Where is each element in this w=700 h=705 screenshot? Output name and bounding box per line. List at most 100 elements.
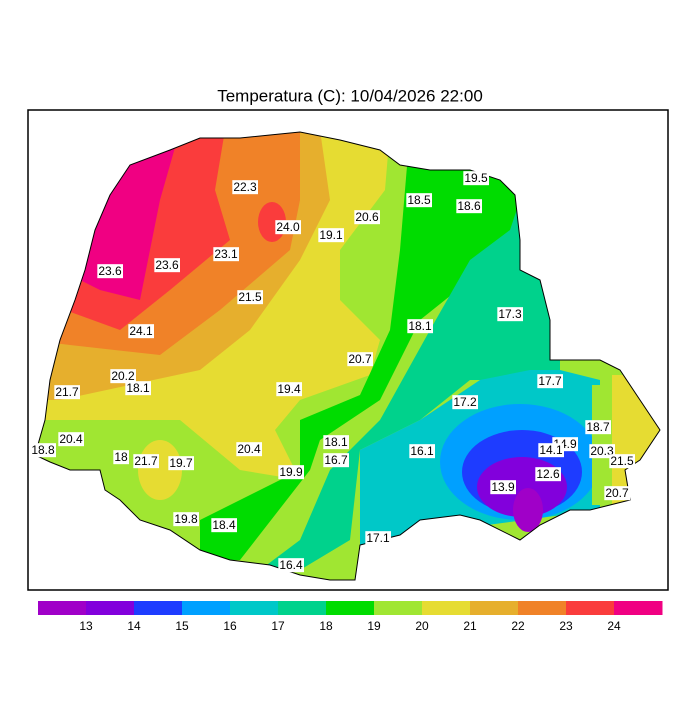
colorbar-swatch <box>566 601 615 615</box>
colorbar-swatch <box>374 601 423 615</box>
label-bg <box>585 420 612 435</box>
station-value: 20.7 <box>605 486 629 500</box>
station-value: 16.4 <box>279 558 303 572</box>
colorbar-tick-label: 20 <box>415 619 429 633</box>
label-bg <box>463 171 490 186</box>
station-value: 19.7 <box>169 456 193 470</box>
label-bg <box>278 465 305 480</box>
colorbar: 13 14 15 16 17 18 19 20 21 22 23 24 <box>38 601 663 633</box>
label-bg <box>535 467 562 482</box>
station-value: 19.4 <box>277 382 301 396</box>
colorbar-tick-label: 17 <box>271 619 285 633</box>
contour-fills <box>35 132 660 580</box>
colorbar-swatch <box>134 601 183 615</box>
label-bg <box>30 443 57 458</box>
colorbar-swatch <box>230 601 279 615</box>
station-value: 17.1 <box>366 531 390 545</box>
label-bg <box>237 290 264 305</box>
station-value: 20.4 <box>59 432 83 446</box>
label-bg <box>125 381 152 396</box>
station-labels: 22.3 24.0 20.6 19.1 18.5 18.6 19.5 23.1 23.6 23.6… <box>30 171 636 573</box>
colorbar-swatch <box>326 601 375 615</box>
station-value: 21.5 <box>238 290 262 304</box>
label-bg <box>168 456 195 471</box>
station-value: 24.1 <box>129 324 153 338</box>
label-bg <box>609 454 636 469</box>
label-bg <box>275 220 302 235</box>
station-value: 18.6 <box>457 199 481 213</box>
station-value: 23.1 <box>214 247 238 261</box>
colorbar-swatch <box>38 601 87 615</box>
station-value: 18.4 <box>212 518 236 532</box>
colorbar-swatch <box>614 601 663 615</box>
colorbar-tick-label: 24 <box>607 619 621 633</box>
label-bg <box>128 324 155 339</box>
label-bg <box>154 258 181 273</box>
station-value: 17.2 <box>453 395 477 409</box>
label-bg <box>113 450 129 465</box>
colorbar-tick-label: 19 <box>367 619 381 633</box>
station-value: 19.8 <box>174 512 198 526</box>
colorbar-tick-label: 23 <box>559 619 573 633</box>
station-value: 16.7 <box>324 453 348 467</box>
station-value: 18.5 <box>407 193 431 207</box>
label-bg <box>173 512 200 527</box>
station-value: 18.1 <box>324 435 348 449</box>
colorbar-tick-label: 21 <box>463 619 477 633</box>
label-bg <box>537 374 564 389</box>
label-bg <box>347 352 374 367</box>
state-outline <box>34 131 661 581</box>
station-value: 18.1 <box>408 319 432 333</box>
label-bg <box>456 199 483 214</box>
label-bg <box>232 180 259 195</box>
station-value: 20.2 <box>111 369 135 383</box>
label-bg <box>278 558 305 573</box>
colorbar-swatch <box>278 601 327 615</box>
colorbar-swatch <box>86 601 135 615</box>
label-bg <box>365 531 392 546</box>
station-value: 21.7 <box>134 454 158 468</box>
label-bg <box>236 442 263 457</box>
label-bg <box>97 264 124 279</box>
label-bg <box>497 307 524 322</box>
station-value: 12.6 <box>536 467 560 481</box>
label-bg <box>538 443 565 458</box>
colorbar-swatch <box>470 601 519 615</box>
colorbar-swatch <box>182 601 231 615</box>
station-value: 18 <box>114 450 128 464</box>
station-value: 21.7 <box>55 385 79 399</box>
station-value: 16.1 <box>410 444 434 458</box>
colorbar-tick-label: 16 <box>223 619 237 633</box>
label-bg <box>354 210 381 225</box>
label-bg <box>589 444 616 459</box>
station-value: 21.5 <box>610 454 634 468</box>
colorbar-tick-label: 13 <box>79 619 93 633</box>
map-frame <box>27 109 669 591</box>
station-value: 17.3 <box>498 307 522 321</box>
colorbar-tick-label: 15 <box>175 619 189 633</box>
label-bg <box>406 193 433 208</box>
label-bg <box>604 486 631 501</box>
station-value: 24.0 <box>276 220 300 234</box>
colorbar-tick-label: 18 <box>319 619 333 633</box>
label-bg <box>323 453 350 468</box>
label-bg <box>276 382 303 397</box>
station-value: 20.7 <box>348 352 372 366</box>
station-value: 18.1 <box>126 381 150 395</box>
label-bg <box>58 432 85 447</box>
station-value: 19.5 <box>464 171 488 185</box>
station-value: 23.6 <box>155 258 179 272</box>
label-bg <box>213 247 240 262</box>
label-bg <box>407 319 434 334</box>
station-value: 19.9 <box>279 465 303 479</box>
label-bg <box>409 444 436 459</box>
colorbar-swatch <box>422 601 471 615</box>
station-value: 18.7 <box>586 420 610 434</box>
colorbar-tick-label: 14 <box>127 619 141 633</box>
label-bg <box>323 435 350 450</box>
station-value: 17.7 <box>538 374 562 388</box>
label-bg <box>110 369 137 384</box>
label-bg <box>54 385 81 400</box>
colorbar-swatch <box>518 601 567 615</box>
